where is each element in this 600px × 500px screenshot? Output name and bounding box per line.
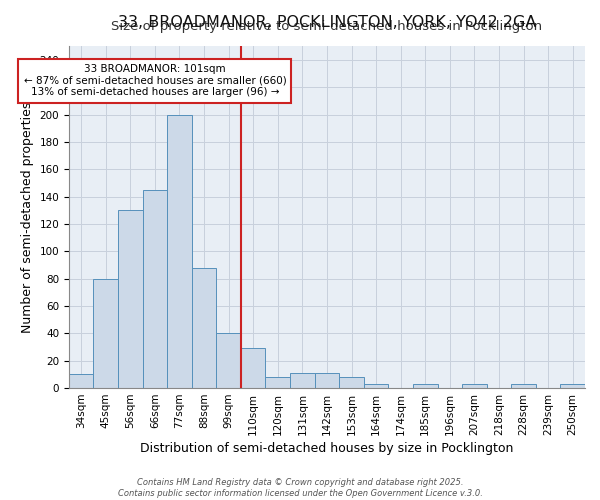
Bar: [69, 374, 94, 388]
Y-axis label: Number of semi-detached properties: Number of semi-detached properties: [21, 102, 34, 333]
Bar: [511, 384, 536, 388]
Bar: [560, 384, 585, 388]
X-axis label: Distribution of semi-detached houses by size in Pocklington: Distribution of semi-detached houses by …: [140, 442, 514, 455]
Text: Size of property relative to semi-detached houses in Pocklington: Size of property relative to semi-detach…: [112, 20, 542, 33]
Bar: [192, 268, 217, 388]
Bar: [462, 384, 487, 388]
Bar: [339, 377, 364, 388]
Bar: [94, 278, 118, 388]
Bar: [314, 373, 339, 388]
Bar: [265, 377, 290, 388]
Bar: [217, 334, 241, 388]
Bar: [241, 348, 265, 388]
Bar: [167, 115, 192, 388]
Text: 33 BROADMANOR: 101sqm
← 87% of semi-detached houses are smaller (660)
13% of sem: 33 BROADMANOR: 101sqm ← 87% of semi-deta…: [23, 64, 286, 98]
Text: Contains HM Land Registry data © Crown copyright and database right 2025.
Contai: Contains HM Land Registry data © Crown c…: [118, 478, 482, 498]
Bar: [364, 384, 388, 388]
Bar: [290, 373, 314, 388]
Bar: [118, 210, 143, 388]
Title: 33, BROADMANOR, POCKLINGTON, YORK, YO42 2GA: 33, BROADMANOR, POCKLINGTON, YORK, YO42 …: [118, 15, 536, 30]
Bar: [413, 384, 437, 388]
Bar: [143, 190, 167, 388]
